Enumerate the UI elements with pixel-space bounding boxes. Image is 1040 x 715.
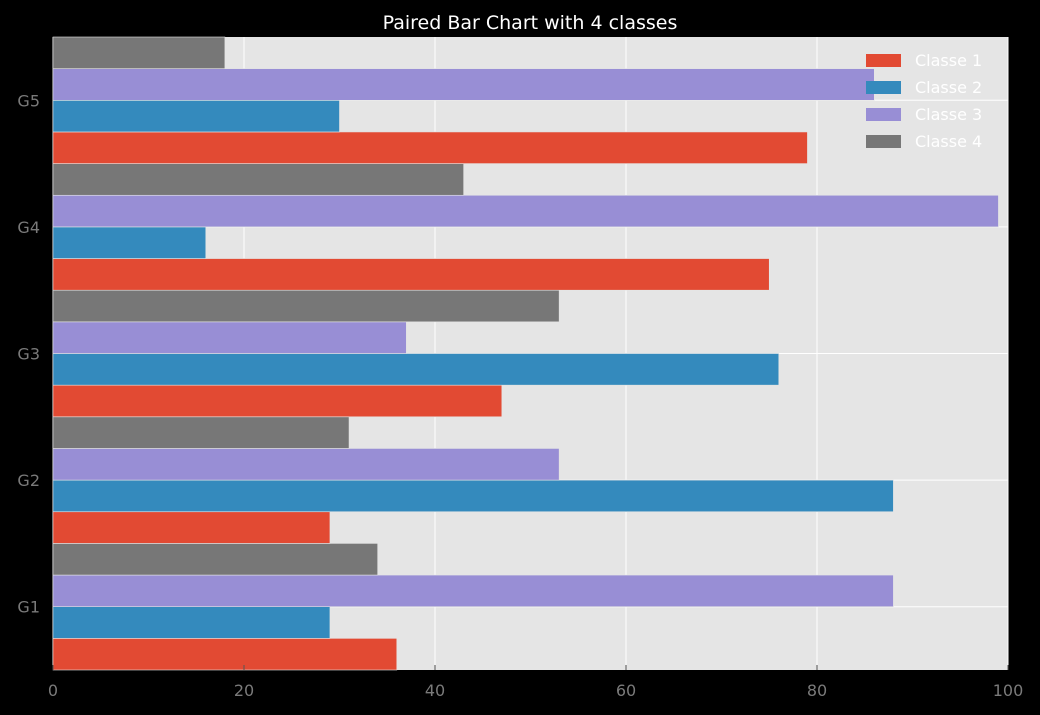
x-tick-label: 20 [234,681,254,700]
bar [52,194,999,228]
x-tick-label: 60 [616,681,636,700]
bar [52,448,560,481]
bar [52,226,207,259]
legend-swatch [866,135,901,148]
bar [52,511,331,544]
bar [52,258,770,291]
bar [52,163,464,196]
bar [52,321,407,354]
bar [52,384,503,418]
x-tick-label: 0 [48,681,58,700]
legend-label: Classe 3 [915,105,982,124]
legend-label: Classe 2 [915,78,982,97]
legend-swatch [866,108,901,121]
bar [52,479,894,513]
bar [52,606,331,639]
y-axis-ticks: G1 G2 G3 G4 G5 [17,91,40,616]
y-tick-label: G5 [17,91,40,110]
bar [52,36,226,69]
legend-swatch [866,54,901,67]
bars [52,36,999,671]
y-tick-label: G3 [17,345,40,364]
chart-title: Paired Bar Chart with 4 classes [383,12,678,34]
bar [52,574,894,607]
bar [52,131,808,164]
y-tick-label: G1 [17,598,40,617]
bar [52,638,398,671]
y-tick-label: G4 [17,218,40,237]
bar [52,543,379,576]
x-tick-label: 80 [807,681,827,700]
legend: Classe 1 Classe 2 Classe 3 Classe 4 [866,51,982,151]
y-tick-label: G2 [17,471,40,490]
x-tick-label: 40 [425,681,445,700]
bar [52,353,780,386]
x-axis-ticks: 0 20 40 60 80 100 [48,665,1023,700]
legend-swatch [866,81,901,94]
bar [52,289,560,323]
legend-label: Classe 4 [915,132,982,151]
x-tick-label: 100 [993,681,1024,700]
legend-label: Classe 1 [915,51,982,70]
bar [52,100,340,133]
bar [52,68,875,101]
bar [52,416,350,449]
